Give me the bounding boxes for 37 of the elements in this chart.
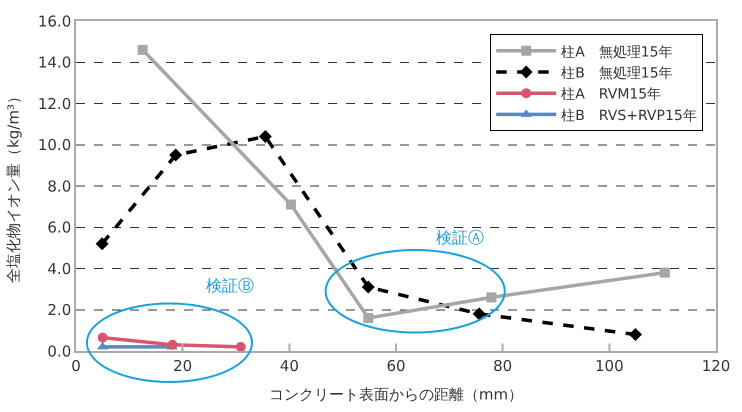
point (98, 332, 108, 343)
x-tick-label: 100 (595, 356, 624, 375)
point (628, 328, 642, 341)
x-tick-label: 60 (386, 356, 406, 375)
legend-label: 柱A RVM15年 (561, 86, 662, 103)
y-axis-title: 全塩化物イオン量（kg/m³） (4, 89, 23, 283)
x-tick-label: 40 (280, 356, 299, 375)
point (169, 148, 182, 162)
x-tick-label: 120 (702, 356, 730, 375)
point (236, 342, 246, 352)
y-tick-label: 14.0 (38, 54, 72, 72)
legend-label: 柱A 無処理15年 (561, 44, 673, 60)
annotation: 検証Ⓐ (436, 228, 484, 247)
x-tick-label: 20 (173, 356, 192, 375)
point (363, 313, 374, 323)
x-axis-title: コンクリート表面からの距離（mm） (268, 385, 524, 404)
point (96, 237, 109, 250)
legend-label: 柱B 無処理15年 (561, 65, 673, 82)
point (660, 268, 670, 278)
legend-label: 柱B RVS+RVP15年 (561, 108, 697, 124)
y-tick-label: 12.0 (38, 94, 72, 113)
point (258, 130, 272, 143)
y-tick-label: 8.0 (47, 177, 72, 196)
y-tick-label: 10.0 (38, 136, 72, 154)
point (286, 200, 296, 210)
y-tick-label: 2.0 (47, 301, 72, 319)
y-tick-label: 16.0 (38, 12, 72, 30)
x-tick-label: 80 (493, 356, 512, 375)
x-tick-label: 0 (71, 356, 81, 375)
y-tick-label: 4.0 (47, 260, 72, 278)
point (138, 44, 148, 55)
annotation: 検証Ⓑ (206, 276, 254, 295)
point (472, 307, 486, 320)
point (486, 292, 496, 302)
point (362, 280, 375, 294)
y-tick-label: 0.0 (47, 342, 72, 360)
y-tick-label: 6.0 (47, 218, 72, 236)
